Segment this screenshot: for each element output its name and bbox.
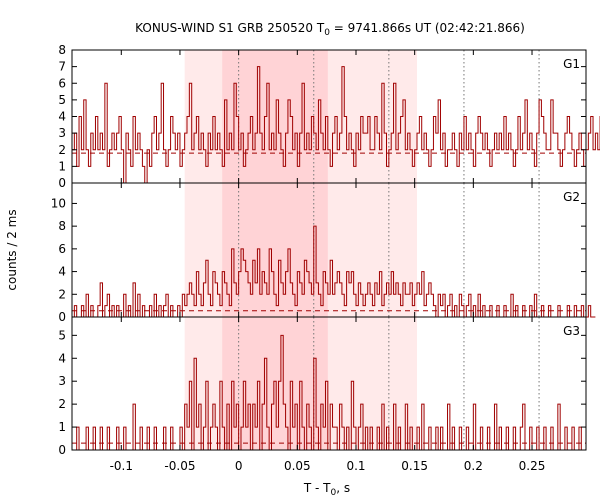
x-tick-label: 0.25 <box>519 459 546 473</box>
x-tick-label: 0.2 <box>464 459 483 473</box>
panel-label: G2 <box>563 190 580 204</box>
y-tick-label: 7 <box>58 60 66 74</box>
x-tick-label: -0.05 <box>164 459 195 473</box>
y-tick-label: 1 <box>58 159 66 173</box>
y-tick-label: 2 <box>58 287 66 301</box>
chart-title: KONUS-WIND S1 GRB 250520 T0 = 9741.866s … <box>135 21 525 38</box>
x-axis-label: T - T0, s <box>303 481 350 498</box>
y-tick-label: 4 <box>58 110 66 124</box>
x-tick-label: 0.1 <box>346 459 365 473</box>
y-tick-label: 0 <box>58 443 66 457</box>
y-tick-label: 2 <box>58 397 66 411</box>
panels: 0 1 2 3 4 5 6 7 8 G1 0 2 4 6 8 10 G2 0 1 2 3 4 5 G3 <box>51 43 600 457</box>
shaded-region-2 <box>222 50 328 183</box>
y-tick-label: 3 <box>58 374 66 388</box>
x-tick-label: 0.15 <box>401 459 428 473</box>
y-tick-label: 6 <box>58 76 66 90</box>
panel-label: G3 <box>563 324 580 338</box>
panel-g1: 0 1 2 3 4 5 6 7 8 G1 <box>58 43 600 190</box>
y-tick-label: 10 <box>51 196 66 210</box>
y-tick-label: 1 <box>58 420 66 434</box>
x-tick-labels: -0.1 -0.05 0 0.05 0.1 0.15 0.2 0.25 <box>110 459 546 473</box>
shaded-region-2 <box>222 317 328 450</box>
y-tick-label: 3 <box>58 126 66 140</box>
y-tick-label: 4 <box>58 265 66 279</box>
y-tick-label: 8 <box>58 43 66 57</box>
x-tick-label: 0.05 <box>284 459 311 473</box>
panel-g3: 0 1 2 3 4 5 G3 <box>58 316 587 457</box>
panel-label: G1 <box>563 57 580 71</box>
x-tick-label: 0 <box>235 459 243 473</box>
x-tick-label: -0.1 <box>110 459 133 473</box>
y-tick-label: 5 <box>58 328 66 342</box>
y-tick-label: 0 <box>58 176 66 190</box>
y-tick-label: 8 <box>58 219 66 233</box>
y-tick-label: 0 <box>58 310 66 324</box>
y-tick-label: 2 <box>58 143 66 157</box>
y-tick-label: 5 <box>58 93 66 107</box>
y-axis-label: counts / 2 ms <box>5 209 19 290</box>
y-tick-label: 6 <box>58 242 66 256</box>
y-tick-label: 4 <box>58 351 66 365</box>
shaded-region-2 <box>222 183 328 317</box>
panel-g2: 0 2 4 6 8 10 G2 <box>51 182 596 324</box>
panel-frame <box>71 316 587 451</box>
count-series-g1 <box>72 66 600 184</box>
